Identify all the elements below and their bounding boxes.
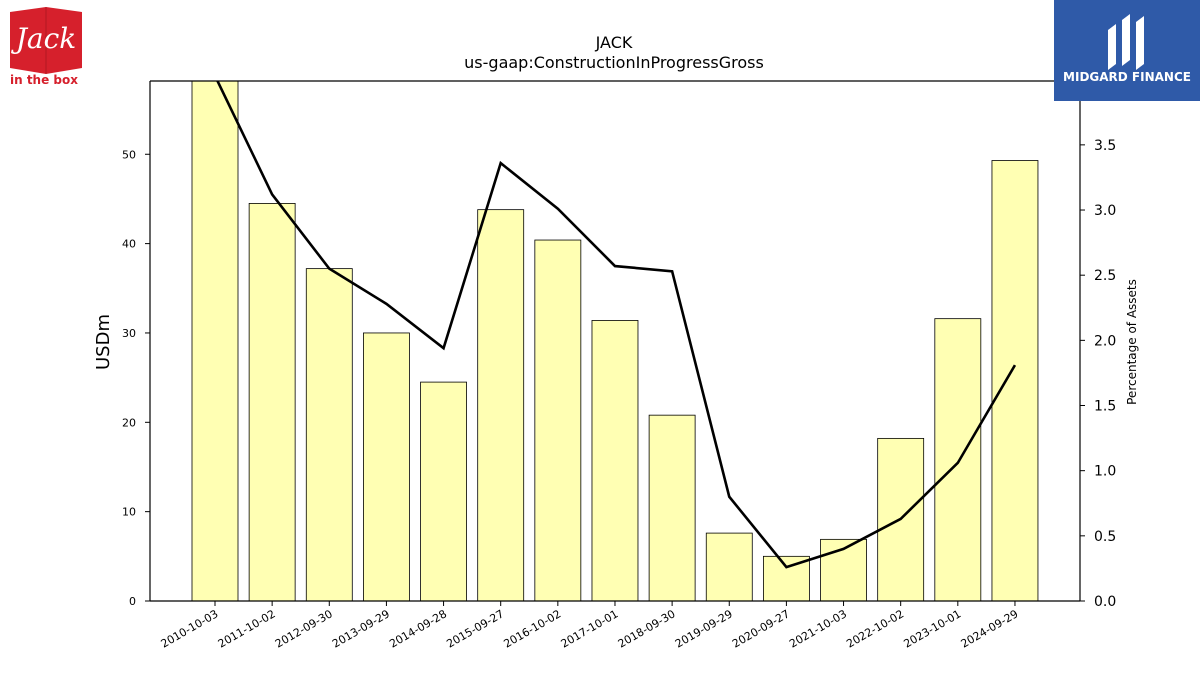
x-tick-label: 2013-09-29	[330, 607, 392, 650]
x-tick-label: 2016-10-02	[501, 607, 563, 650]
y2-tick-label: 2.0	[1094, 333, 1116, 349]
bar	[305, 268, 353, 602]
bar	[534, 239, 582, 602]
y-tick-label: 30	[122, 327, 136, 340]
bar-series	[191, 80, 1039, 602]
line-series	[216, 81, 1017, 569]
x-tick-label: 2010-10-03	[159, 607, 221, 650]
y-tick-label: 0	[129, 595, 136, 608]
x-tick-label: 2011-10-02	[216, 607, 278, 650]
y2-axis-label: Percentage of Assets	[1125, 279, 1139, 405]
x-tick-label: 2020-09-27	[730, 607, 792, 650]
jack-logo-sub-text: in the box	[10, 73, 78, 87]
x-tick-label: 2014-09-28	[387, 607, 449, 650]
y2-axis-ticks: 0.0 0.5 1.0 1.5 2.0 2.5 3.0 3.5	[1080, 138, 1116, 610]
y2-tick-label: 3.5	[1094, 138, 1116, 154]
chart-title: JACK	[595, 33, 633, 52]
bar	[420, 381, 467, 602]
y2-tick-label: 3.0	[1094, 203, 1116, 219]
midgard-logo-text: MIDGARD FINANCE	[1063, 70, 1191, 84]
bar	[363, 332, 410, 602]
chart-subtitle: us-gaap:ConstructionInProgressGross	[464, 53, 764, 72]
y2-tick-label: 1.0	[1094, 464, 1116, 480]
y-axis-ticks: 0 10 20 30 40 50	[122, 148, 150, 608]
y-tick-label: 20	[122, 416, 136, 429]
y-axis-label: USDm	[93, 314, 114, 370]
bar	[991, 160, 1039, 602]
bar	[248, 203, 296, 602]
x-tick-label: 2018-09-30	[616, 607, 678, 650]
x-tick-label: 2021-10-03	[787, 607, 849, 650]
bar	[705, 532, 753, 602]
y-tick-label: 10	[122, 506, 136, 519]
y-tick-label: 50	[122, 148, 136, 161]
midgard-finance-logo: MIDGARD FINANCE	[1054, 0, 1200, 101]
x-tick-label: 2019-09-29	[673, 607, 735, 650]
line-path	[216, 81, 1017, 569]
y2-tick-label: 1.5	[1094, 399, 1116, 415]
y2-tick-label: 0.0	[1094, 594, 1116, 610]
y2-tick-label: 2.5	[1094, 268, 1116, 284]
x-tick-label: 2012-09-30	[273, 607, 335, 650]
x-tick-label: 2024-09-29	[959, 607, 1021, 650]
bar	[934, 318, 982, 602]
y2-tick-label: 0.5	[1094, 529, 1116, 545]
x-tick-label: 2023-10-01	[901, 607, 963, 650]
bar	[191, 80, 239, 602]
y-tick-label: 40	[122, 238, 136, 251]
bar	[763, 555, 810, 602]
x-tick-label: 2015-09-27	[444, 607, 506, 650]
bar	[477, 209, 525, 602]
x-axis-ticks: 2010-10-032011-10-022012-09-302013-09-29…	[159, 601, 1021, 651]
bar	[648, 414, 696, 602]
jack-logo-brand-text: Jack	[11, 22, 77, 55]
x-tick-label: 2022-10-02	[844, 607, 906, 650]
bar	[591, 320, 639, 602]
jack-in-the-box-logo: Jack in the box	[6, 6, 84, 88]
x-tick-label: 2017-10-01	[559, 607, 621, 650]
